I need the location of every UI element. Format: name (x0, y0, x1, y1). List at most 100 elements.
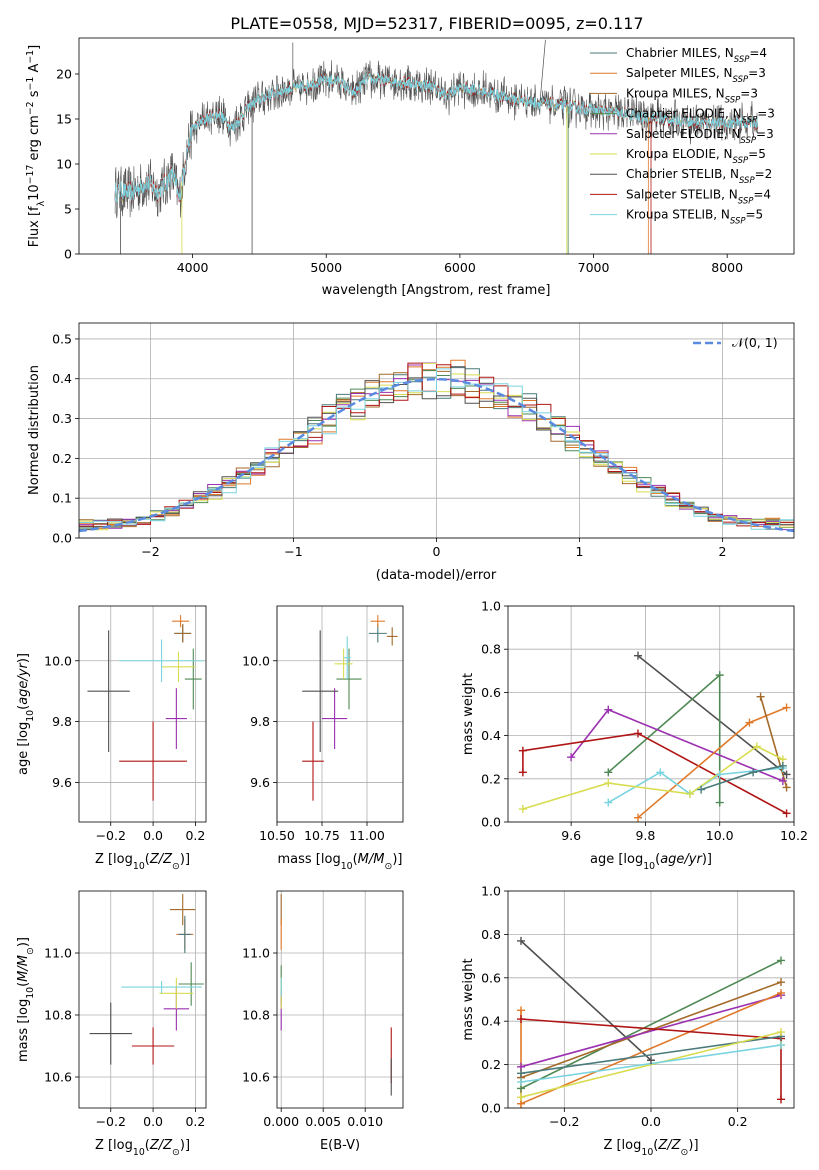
x-tick-label: 10.2 (780, 828, 808, 843)
y-tick-label: 0.4 (481, 728, 501, 743)
panel-mass-vs-Z: −0.2 0.0 0.2 10.6 10.8 11.0 Z [log10(Z/Z⊙)] mas… (16, 890, 207, 1158)
mass-weight-marker (647, 1056, 655, 1065)
x-tick-label: 1 (576, 544, 584, 559)
axes-frame (78, 322, 795, 539)
x-tick-label: 5000 (310, 260, 342, 275)
y-tick-label: 0.0 (52, 531, 72, 546)
y-tick-label: 11.0 (44, 946, 72, 961)
y-tick-label: 10.6 (44, 1070, 72, 1085)
mass-weight-marker (518, 768, 527, 777)
legend-entry: Chabrier ELODIE, NSSP=3 (626, 107, 775, 126)
mass-weight-line (520, 981, 782, 1079)
y-tick-label: 9.8 (52, 714, 72, 729)
legend-entry: 𝒩(0, 1) (732, 335, 778, 350)
mass-weight-marker (782, 770, 791, 779)
plot-area (87, 615, 204, 801)
x-axis-label: E(B-V) (320, 1138, 360, 1153)
y-tick-label: 1.0 (481, 884, 501, 899)
mass-weight-marker (634, 813, 642, 822)
x-axis-label: Z [log10(Z/Z⊙)] (603, 1138, 698, 1158)
mass-weight-marker (777, 1095, 785, 1104)
mass-weight-marker (517, 1069, 525, 1078)
mass-weight-line (520, 994, 782, 1068)
mass-weight-marker (686, 789, 694, 798)
axes-frame (78, 605, 207, 823)
y-tick-label: 0.6 (481, 685, 501, 700)
x-tick-label: 0.2 (185, 828, 205, 843)
x-tick-label: 11.00 (349, 828, 385, 843)
y-tick-label: 0.6 (481, 970, 501, 985)
x-tick-label: −0.2 (96, 828, 126, 843)
y-tick-label: 11.0 (242, 946, 270, 961)
axes-frame (507, 890, 795, 1109)
mass-weight-marker (745, 718, 754, 727)
x-axis-label: age [log10(age/yr)] (590, 852, 712, 872)
y-tick-label: 0.4 (481, 1014, 501, 1029)
y-tick-label: 10.8 (242, 1008, 270, 1023)
mass-weight-marker (778, 761, 787, 770)
legend-entry: Salpeter STELIB, NSSP=4 (626, 187, 771, 206)
x-tick-label: 2 (719, 544, 727, 559)
x-tick-label: 7000 (578, 260, 610, 275)
y-tick-label: 10.0 (242, 653, 270, 668)
spectrum-series-8 (114, 72, 759, 204)
x-tick-label: 10.50 (259, 828, 295, 843)
y-tick-label: 0.3 (52, 411, 72, 426)
normal-curve (79, 377, 794, 533)
mass-weight-marker (782, 783, 791, 792)
figure-title: PLATE=0558, MJD=52317, FIBERID=0095, z=0… (230, 14, 643, 33)
y-axis-label: mass weight (461, 673, 476, 755)
mass-weight-marker (567, 753, 576, 762)
x-tick-label: −0.2 (549, 1114, 579, 1129)
mass-weight-marker (604, 768, 613, 777)
panel-mw-vs-age: 9.6 9.8 10.0 10.2 0.0 0.2 0.4 0.6 0.8 1.0 age [log… (461, 599, 808, 872)
plot-area (114, 39, 759, 254)
mass-weight-marker (604, 798, 613, 807)
axes-frame (507, 605, 795, 823)
mass-weight-line (522, 745, 784, 810)
x-tick-label: 10.75 (304, 828, 340, 843)
x-tick-label: 0.2 (185, 1114, 205, 1129)
legend-entry: Salpeter MILES, NSSP=3 (626, 66, 766, 85)
spectrum-spike (539, 39, 546, 102)
panel-residuals: −2 −1 0 1 2 0.0 0.1 0.2 0.3 0.4 0.5 𝒩(0, 1) (data-mo… (27, 322, 795, 583)
mass-weight-marker (749, 768, 758, 777)
x-axis-label: wavelength [Angstrom, rest frame] (322, 283, 551, 298)
y-tick-label: 0.1 (52, 491, 72, 506)
x-tick-label: 0.2 (728, 1114, 748, 1129)
legend-entry: Kroupa MILES, NSSP=3 (626, 86, 758, 105)
mass-weight-marker (777, 1028, 785, 1037)
y-tick-label: 9.6 (250, 775, 270, 790)
x-tick-label: 6000 (444, 260, 476, 275)
mass-weight-marker (697, 785, 706, 794)
y-tick-label: 9.8 (250, 714, 270, 729)
x-tick-label: 0 (433, 544, 441, 559)
axes-frame (276, 605, 404, 823)
mass-weight-line (637, 655, 788, 776)
mass-weight-marker (517, 936, 525, 945)
histogram-series-6 (79, 366, 794, 531)
mass-weight-marker (518, 805, 527, 814)
x-tick-label: 0.0 (641, 1114, 661, 1129)
mass-weight-marker (715, 770, 724, 779)
mass-weight-line (759, 696, 788, 788)
x-tick-label: 0.0 (143, 828, 163, 843)
x-axis-label: Z [log10(Z/Z⊙)] (95, 1138, 190, 1158)
x-tick-label: −2 (141, 544, 159, 559)
legend-entry: Kroupa ELODIE, NSSP=5 (626, 147, 766, 166)
y-axis-label: age [log10(age/yr)] (16, 653, 36, 775)
y-tick-label: 9.6 (52, 775, 72, 790)
x-axis-label: Z [log10(Z/Z⊙)] (95, 852, 190, 872)
y-tick-label: 0.8 (481, 642, 501, 657)
y-tick-label: 10.8 (44, 1008, 72, 1023)
y-tick-label: 10.6 (242, 1070, 270, 1085)
mass-weight-marker (777, 988, 785, 997)
y-tick-label: 0.0 (481, 815, 501, 830)
panel-age-vs-mass: 10.50 10.75 11.00 9.6 9.8 10.0 mass [log10(M/M… (242, 605, 404, 872)
y-tick-label: 0.8 (481, 927, 501, 942)
plot-area (280, 894, 392, 1096)
mass-weight-marker (656, 768, 665, 777)
x-tick-label: 0.0 (143, 1114, 163, 1129)
